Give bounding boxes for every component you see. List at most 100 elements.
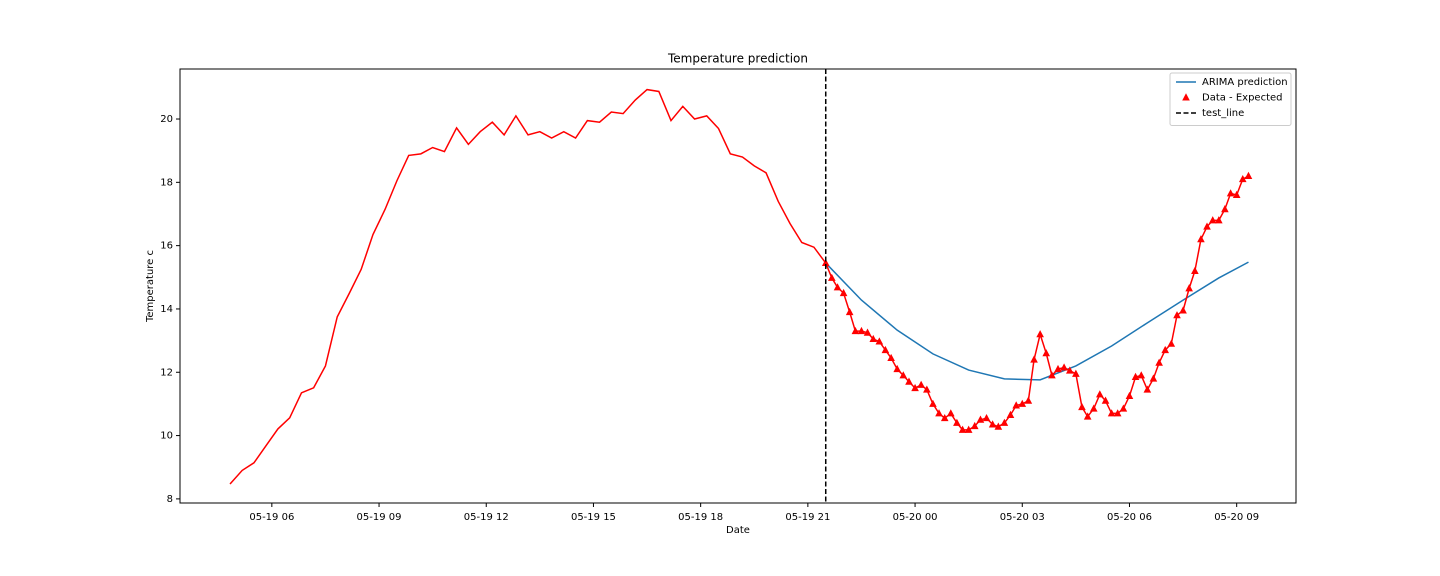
data-point: [958, 425, 967, 433]
data-point: [857, 326, 866, 335]
data-point: [1179, 306, 1187, 314]
y-tick-label: 16: [160, 241, 173, 252]
data-point: [1131, 372, 1140, 381]
data-point: [821, 258, 830, 267]
data-point: [970, 421, 979, 430]
data-point: [875, 337, 884, 345]
x-tick-label: 05-20 09: [1214, 512, 1259, 523]
data-point: [1125, 391, 1134, 400]
x-tick-label: 05-20 06: [1107, 512, 1152, 523]
data-point: [1173, 311, 1181, 319]
data-point: [845, 307, 854, 316]
data-point: [1208, 216, 1217, 224]
data-point: [1226, 189, 1235, 197]
y-tick-label: 20: [160, 114, 173, 125]
data-point: [1065, 366, 1074, 374]
y-tick-label: 10: [160, 431, 173, 442]
data-point: [982, 413, 991, 422]
data-point: [863, 328, 872, 336]
data-point: [839, 288, 848, 297]
data-point: [1030, 355, 1038, 363]
data-point: [1024, 396, 1033, 404]
data-point: [1149, 374, 1158, 382]
data-point: [1101, 396, 1110, 404]
x-tick-label: 05-19 21: [785, 512, 830, 523]
data-point: [1167, 339, 1176, 347]
data-point: [1238, 174, 1247, 183]
x-tick-label: 05-19 09: [357, 512, 402, 523]
data-point: [905, 377, 913, 385]
data-point: [976, 415, 985, 423]
data-point: [1143, 385, 1152, 393]
data-point: [887, 353, 895, 362]
data-point: [1096, 390, 1104, 398]
data-point: [1083, 412, 1092, 420]
data-point: [1012, 401, 1020, 409]
data-point: [893, 364, 901, 373]
data-point: [911, 383, 919, 392]
legend-box: [1169, 72, 1292, 126]
data-point: [1197, 235, 1205, 243]
data-point: [1203, 222, 1211, 230]
y-tick-label: 8: [167, 494, 173, 505]
x-axis-label: Date: [726, 525, 750, 536]
data-point: [940, 413, 949, 422]
data-point: [1000, 418, 1009, 426]
data-point: [935, 409, 943, 417]
data-point: [1221, 205, 1229, 213]
x-tick-label: 05-20 00: [893, 512, 938, 523]
y-tick-label: 18: [160, 177, 173, 188]
data-point: [947, 409, 955, 417]
data-point: [1137, 371, 1146, 379]
data-point: [1161, 345, 1170, 354]
legend-marker: [1182, 93, 1190, 101]
data-point: [1072, 369, 1080, 377]
legend-label: Data - Expected: [1202, 93, 1283, 104]
data-point: [929, 399, 937, 407]
data-point: [923, 385, 931, 393]
data-point: [1036, 330, 1044, 338]
x-tick-label: 05-19 12: [464, 512, 509, 523]
y-axis-label: Temperature c: [145, 250, 156, 323]
data-point: [833, 283, 842, 291]
data-point: [1107, 409, 1116, 417]
data-point: [1119, 404, 1128, 412]
data-point: [1006, 410, 1015, 418]
data-point: [881, 345, 890, 354]
data-point: [964, 425, 973, 433]
data-point: [1113, 409, 1122, 417]
data-point: [1060, 363, 1068, 371]
data-point: [1078, 402, 1086, 411]
data-point: [899, 371, 908, 379]
data-point: [1185, 284, 1193, 292]
data-point: [917, 380, 925, 388]
data-point: [1018, 399, 1027, 407]
data-point: [1089, 404, 1098, 412]
x-tick-label: 05-19 06: [249, 512, 294, 523]
x-tick-label: 05-19 15: [571, 512, 616, 523]
data-point: [1048, 371, 1056, 379]
data-point: [1232, 190, 1241, 198]
data-point: [1155, 358, 1163, 366]
data-point: [1215, 216, 1223, 224]
y-tick-label: 12: [160, 367, 173, 378]
x-tick-label: 05-19 18: [678, 512, 723, 523]
data-point: [1191, 266, 1199, 274]
x-tick-label: 05-20 03: [1000, 512, 1045, 523]
plot-frame: [179, 68, 1297, 504]
legend-label: ARIMA prediction: [1202, 77, 1288, 88]
data-point: [869, 334, 878, 343]
data-point: [851, 326, 860, 335]
y-tick-label: 14: [160, 304, 173, 315]
data-point: [953, 418, 961, 426]
data-point: [1244, 171, 1253, 179]
data-point: [1042, 349, 1051, 357]
data-point: [988, 420, 997, 428]
series-line: [229, 88, 827, 485]
data-point: [1054, 364, 1062, 373]
chart-title: Temperature prediction: [667, 52, 808, 66]
data-point: [994, 422, 1003, 430]
legend-label: test_line: [1202, 108, 1244, 119]
